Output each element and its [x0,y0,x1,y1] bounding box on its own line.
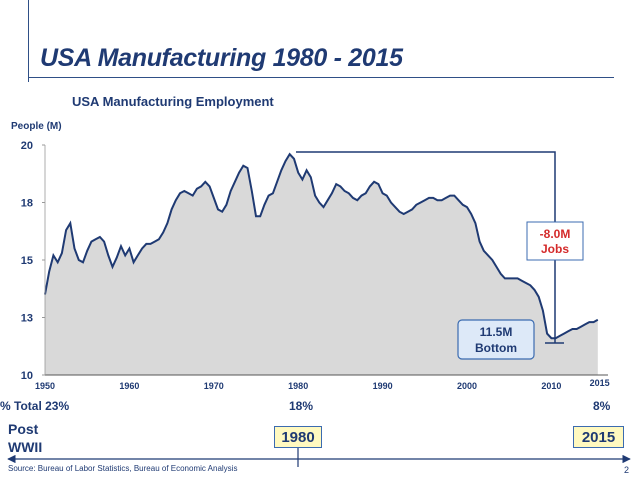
drop-callout-unit: Jobs [541,242,569,256]
bottom-callout: 11.5M Bottom [457,319,535,360]
share-2015: 8% [593,399,611,413]
x-tick-label: 1980 [288,381,308,391]
share-1950: % Total 23% [0,399,70,413]
chart-title: USA Manufacturing Employment [72,94,274,109]
slide-title: USA Manufacturing 1980 - 2015 [40,44,403,72]
header-vertical-rule [28,0,29,82]
drop-callout: -8.0M Jobs [526,221,584,261]
timeline-start-box: 1980 [274,426,322,448]
x-tick-label: 2010 [541,381,561,391]
drop-bracket-line [296,151,556,343]
source-note: Source: Bureau of Labor Statistics, Bure… [8,464,238,473]
y-tick-label: 10 [21,370,33,382]
bottom-callout-value: 11.5M [480,325,513,339]
x-tick-label: 2015 [590,378,610,388]
x-tick-label: 1970 [204,381,224,391]
bottom-callout-unit: Bottom [475,341,517,355]
y-axis-label: People (M) [11,121,62,132]
y-tick-label: 15 [21,255,33,267]
x-tick-label: 1990 [373,381,393,391]
page-number: 2 [624,465,630,475]
x-tick-label: 1950 [35,381,55,391]
timeline-end-box: 2015 [573,426,624,448]
employment-area [45,154,598,375]
share-1980: 18% [289,399,314,413]
header-horizontal-rule [28,77,614,78]
post-wwii-label: Post WWII [8,421,43,455]
y-tick-label: 13 [21,313,33,325]
y-tick-label: 18 [21,198,33,210]
employment-line [44,152,599,340]
drop-callout-value: -8.0M [540,227,571,241]
y-tick-label: 20 [21,140,33,152]
x-tick-label: 1960 [119,381,139,391]
x-tick-label: 2000 [457,381,477,391]
